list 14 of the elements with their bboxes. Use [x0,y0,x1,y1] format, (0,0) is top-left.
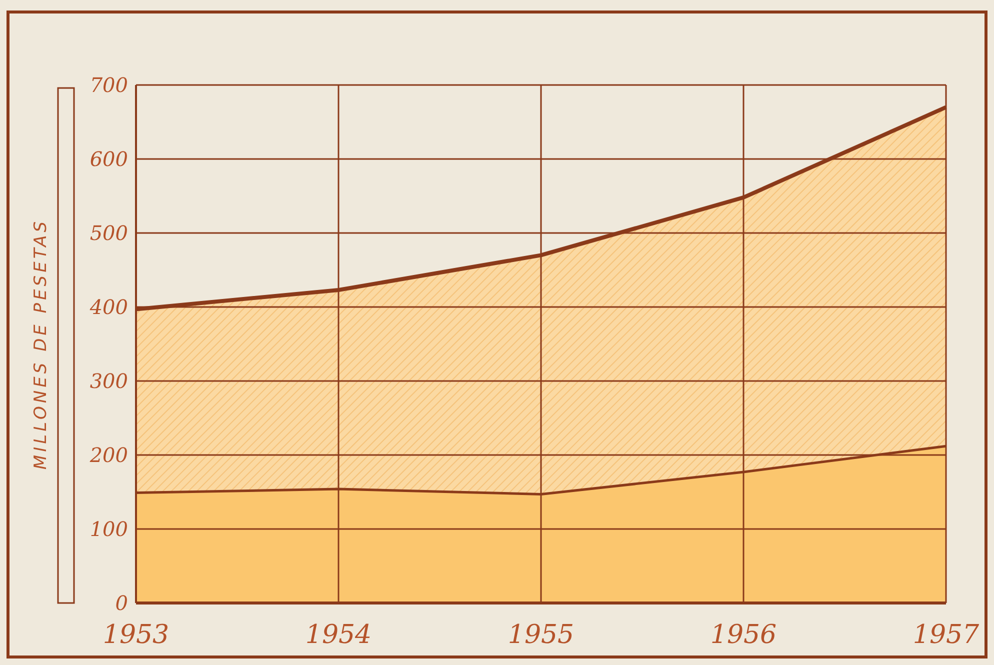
x-tick-label: 1954 [305,620,372,650]
x-tick-label: 1953 [102,620,170,650]
y-axis-title: MILLONES DE PESETAS [30,218,51,470]
y-tick-label: 400 [88,295,128,319]
x-tick-label: 1957 [912,620,980,650]
y-tick-label: 200 [88,443,128,467]
y-tick-label: 500 [90,221,128,245]
y-tick-label: 700 [90,73,128,97]
x-tick-label: 1956 [710,620,777,650]
y-tick-label: 300 [90,369,128,393]
x-tick-label: 1955 [508,620,574,650]
y-tick-label: 100 [90,517,128,541]
y-tick-label: 600 [90,147,128,171]
y-tick-label: 0 [115,591,128,615]
